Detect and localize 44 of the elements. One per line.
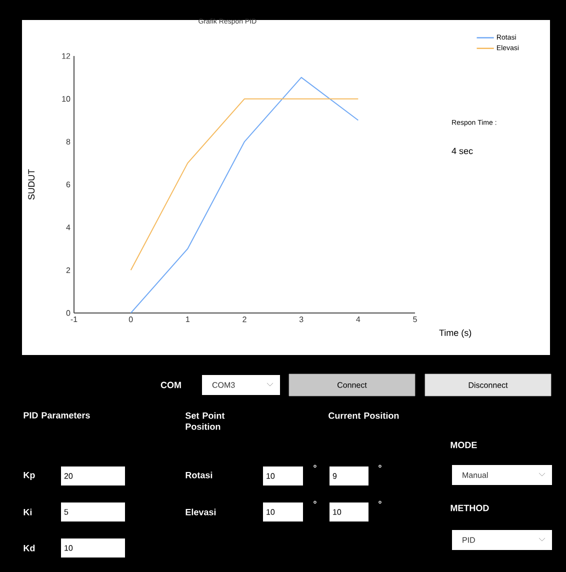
x-tick-label: 1 [186, 316, 190, 322]
text: 10 [333, 509, 342, 515]
x-tick-label: -1 [70, 316, 78, 322]
text: ° [314, 464, 316, 468]
y-tick-label: 10 [62, 96, 70, 102]
text: MODE [450, 442, 477, 448]
text: Connect [338, 382, 367, 388]
y-tick-label: 8 [66, 138, 70, 144]
y-tick-label: 6 [66, 182, 70, 188]
x-axis-title: Time (s) [439, 329, 472, 338]
text: PID [462, 537, 475, 543]
x-tick-label: 3 [299, 316, 304, 322]
x-tick-label: 5 [413, 316, 417, 322]
text: 5 [64, 509, 68, 515]
text: ° [314, 500, 316, 504]
x-tick-label: 2 [242, 316, 246, 322]
text: Kd [24, 544, 35, 552]
y-tick-label: 12 [62, 53, 70, 59]
text: 4 sec [452, 148, 473, 154]
text: PID Parameters [24, 412, 90, 418]
text: COM [160, 382, 181, 388]
y-tick-label: 2 [66, 267, 70, 273]
text: Current Position [328, 412, 399, 419]
text: Set Point Position [185, 412, 225, 430]
text: Elevasi [186, 508, 216, 516]
text: ° [378, 464, 382, 468]
line-series [130, 76, 359, 313]
y-tick-label: 0 [66, 310, 70, 316]
text: Rotasi [186, 472, 212, 478]
text: COM3 [212, 382, 235, 388]
y-tick-label: 4 [66, 224, 70, 230]
text: 10 [266, 473, 275, 479]
text: 10 [266, 509, 275, 515]
text: Disconnect [468, 382, 508, 388]
text: 20 [64, 473, 73, 479]
y-axis-title: SUDUT [28, 169, 35, 200]
text: Manual [462, 472, 488, 478]
x-tick-label: 0 [128, 316, 133, 322]
text: METHOD [450, 504, 489, 512]
text: ° [378, 500, 382, 504]
text: Kp [24, 472, 35, 480]
text: 9 [332, 473, 337, 479]
x-tick-label: 4 [356, 316, 360, 322]
text: Ki [24, 508, 32, 516]
